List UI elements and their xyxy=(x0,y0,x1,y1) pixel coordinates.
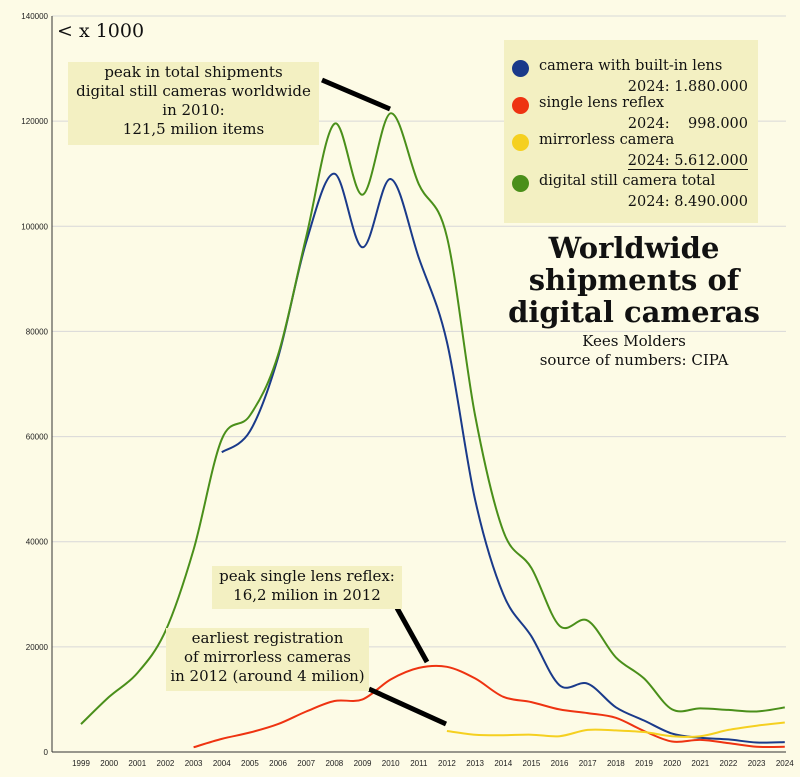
x-tick-label: 2005 xyxy=(241,759,259,768)
y-tick-label: 100000 xyxy=(21,222,48,231)
legend-label: digital still camera total xyxy=(539,173,716,189)
x-tick-label: 2015 xyxy=(523,759,541,768)
legend: camera with built-in lens 2024: 1.880.00… xyxy=(504,40,758,223)
legend-swatch xyxy=(512,175,529,192)
y-tick-label: 60000 xyxy=(26,433,49,442)
series-line-total xyxy=(80,112,785,725)
series-line-built-in-lens xyxy=(221,172,785,744)
y-tick-label: 40000 xyxy=(26,538,49,547)
y-tick-label: 0 xyxy=(44,748,49,757)
source-credit: source of numbers: CIPA xyxy=(539,351,729,369)
x-tick-label: 2012 xyxy=(438,759,456,768)
annotation-line: peak single lens reflex: xyxy=(219,567,395,585)
y-tick-label: 140000 xyxy=(21,12,48,21)
x-tick-label: 2019 xyxy=(635,759,653,768)
annotation-line: 16,2 milion in 2012 xyxy=(233,586,381,604)
legend-label: mirrorless camera xyxy=(539,132,675,148)
author-credit: Kees Molders xyxy=(582,332,686,350)
x-tick-label: 2009 xyxy=(354,759,372,768)
annotation-line: in 2012 (around 4 milion) xyxy=(170,667,365,685)
annotation-line: of mirrorless cameras xyxy=(183,648,351,666)
legend-swatch xyxy=(512,134,529,151)
x-tick-label: 2011 xyxy=(410,759,428,768)
x-tick-label: 2017 xyxy=(579,759,597,768)
x-tick-label: 2010 xyxy=(382,759,400,768)
x-tick-label: 2006 xyxy=(269,759,287,768)
y-tick-label: 20000 xyxy=(26,643,49,652)
x-tick-label: 2023 xyxy=(748,759,766,768)
x-tick-label: 2021 xyxy=(691,759,709,768)
series-line-slr xyxy=(193,664,785,749)
x-tick-label: 2000 xyxy=(100,759,118,768)
annotation-line: in 2010: xyxy=(162,101,225,119)
unit-label: < x 1000 xyxy=(57,20,145,42)
annotation-line: peak in total shipments xyxy=(104,63,283,81)
annotation-line: digital still cameras worldwide xyxy=(76,82,311,100)
legend-value: 2024: 998.000 xyxy=(627,116,748,132)
x-tick-label: 2018 xyxy=(607,759,625,768)
x-tick-label: 2004 xyxy=(213,759,231,768)
x-tick-label: 2013 xyxy=(466,759,484,768)
legend-label: camera with built-in lens xyxy=(539,58,723,74)
annotation-total-peak: peak in total shipments digital still ca… xyxy=(68,62,319,145)
x-tick-label: 2016 xyxy=(551,759,569,768)
series-lines xyxy=(80,112,785,749)
x-axis-ticks: 1999 2000 2001 2002 2003 2004 2005 2006 2007 2008… xyxy=(72,759,794,768)
x-tick-label: 2007 xyxy=(297,759,315,768)
annotation-mirrorless-start: earliest registration of mirrorless came… xyxy=(166,628,369,691)
chart-title: Worldwide shipments of digital cameras xyxy=(508,231,760,329)
x-tick-label: 2002 xyxy=(157,759,175,768)
annotation-line: earliest registration xyxy=(191,629,344,647)
legend-label: single lens reflex xyxy=(539,95,665,111)
x-tick-label: 2008 xyxy=(325,759,343,768)
legend-value: 2024: 5.612.000 xyxy=(627,153,748,170)
x-tick-label: 2001 xyxy=(128,759,146,768)
annotation-leader-line xyxy=(321,77,391,112)
x-tick-label: 2020 xyxy=(663,759,681,768)
x-tick-label: 2014 xyxy=(494,759,512,768)
x-tick-label: 1999 xyxy=(72,759,90,768)
annotation-leader-line xyxy=(367,686,448,727)
legend-value: 2024: 8.490.000 xyxy=(627,194,748,210)
annotation-slr-peak: peak single lens reflex: 16,2 milion in … xyxy=(212,566,402,609)
y-axis-ticks: 0 20000 40000 60000 80000 100000 120000 140000 xyxy=(21,12,48,757)
x-tick-label: 2022 xyxy=(720,759,738,768)
legend-swatch xyxy=(512,97,529,114)
x-tick-label: 2003 xyxy=(185,759,203,768)
series-line-mirrorless xyxy=(446,721,785,738)
annotation-line: 121,5 milion items xyxy=(122,120,265,138)
x-tick-label: 2024 xyxy=(776,759,794,768)
y-tick-label: 120000 xyxy=(21,117,48,126)
annotation-leader-line xyxy=(394,606,430,664)
title-block: Worldwide shipments of digital cameras K… xyxy=(484,232,784,370)
legend-swatch xyxy=(512,60,529,77)
y-tick-label: 80000 xyxy=(26,327,49,336)
annotation-leaders xyxy=(321,77,448,727)
legend-value: 2024: 1.880.000 xyxy=(627,79,748,95)
